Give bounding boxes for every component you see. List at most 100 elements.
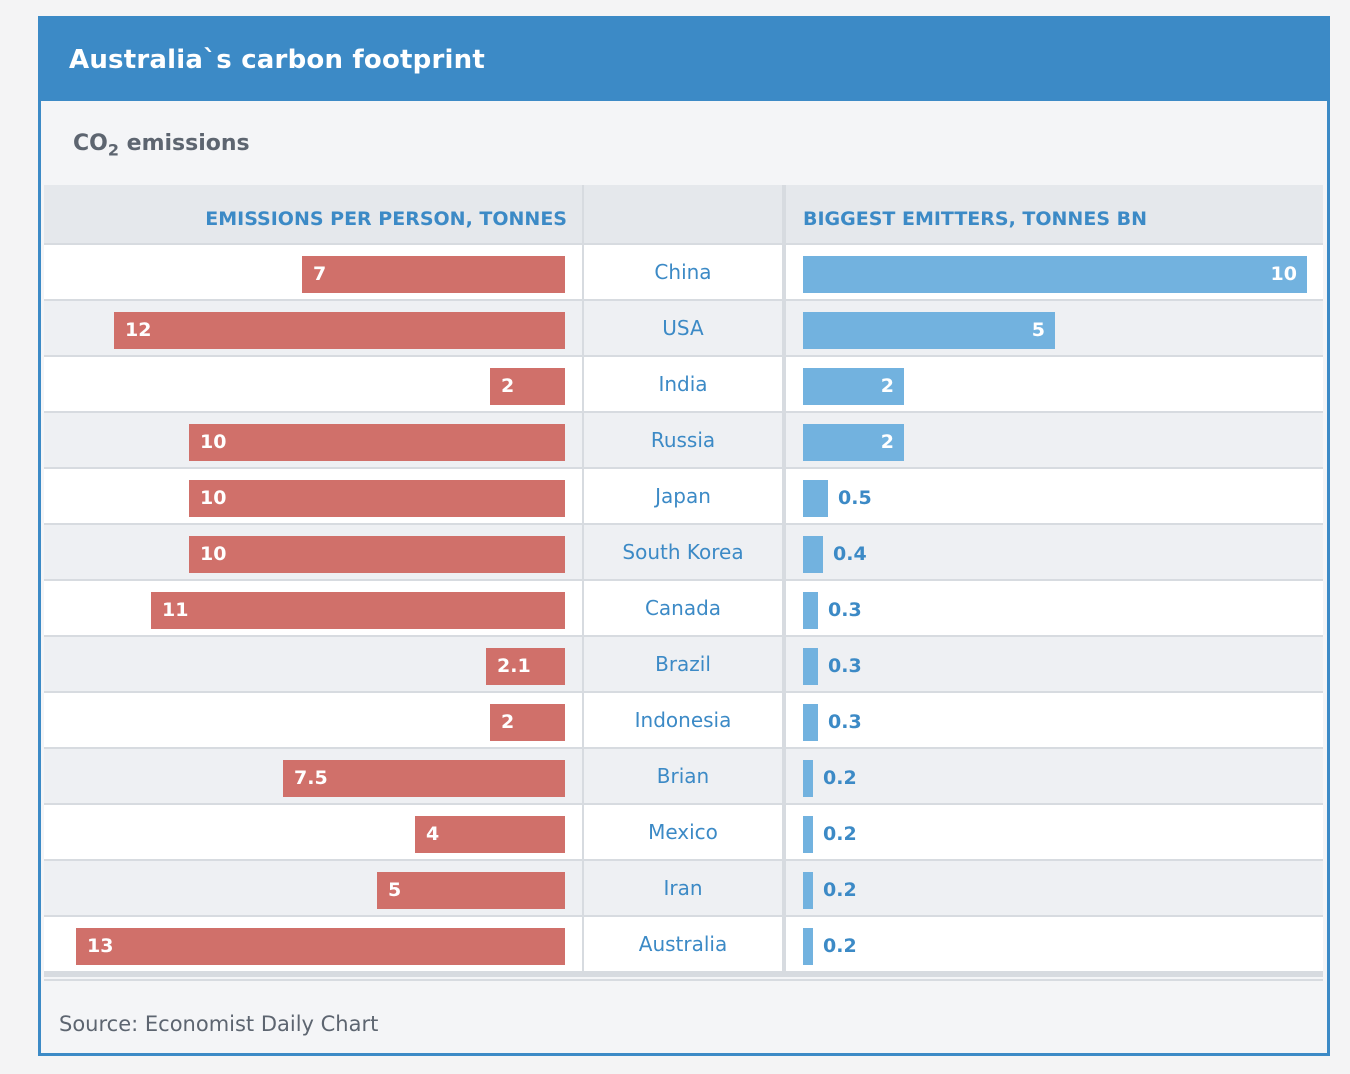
chart-subtitle: CO2 emissions (73, 131, 250, 159)
country-label: Mexico (648, 820, 718, 844)
emitters-cell: 0.2 (786, 805, 1323, 859)
chart-header: Australia`s carbon footprint (41, 19, 1327, 101)
per-person-bar (76, 928, 565, 965)
per-person-value-label: 12 (125, 319, 152, 341)
table-row: 2 India 2 (44, 357, 1323, 411)
emitters-value-label: 0.2 (823, 767, 857, 789)
emitters-value-label: 2 (880, 431, 894, 453)
per-person-cell: 11 (44, 581, 582, 635)
country-label: Indonesia (634, 708, 732, 732)
emitters-cell: 2 (786, 357, 1323, 411)
emitters-bar (803, 368, 904, 405)
per-person-cell: 12 (44, 301, 582, 355)
country-cell: Australia (584, 917, 782, 971)
per-person-value-label: 2.1 (497, 655, 531, 677)
emitters-cell: 5 (786, 301, 1323, 355)
per-person-cell: 13 (44, 917, 582, 971)
per-person-value-label: 10 (200, 543, 227, 565)
emitters-cell: 0.3 (786, 637, 1323, 691)
table-row: 10 Japan 0.5 (44, 469, 1323, 523)
table-row: 7.5 Brian 0.2 (44, 749, 1323, 803)
emitters-bar (803, 256, 1307, 293)
per-person-bar (283, 760, 565, 797)
emitters-value-label: 0.3 (828, 711, 862, 733)
per-person-cell: 5 (44, 861, 582, 915)
emitters-value-label: 0.2 (823, 823, 857, 845)
per-person-cell: 2 (44, 693, 582, 747)
emitters-bar (803, 536, 823, 573)
emitters-value-label: 0.3 (828, 599, 862, 621)
source-note: Source: Economist Daily Chart (59, 1012, 379, 1036)
table-row: 4 Mexico 0.2 (44, 805, 1323, 859)
per-person-value-label: 2 (501, 711, 515, 733)
per-person-bar (490, 368, 565, 405)
emitters-value-label: 0.2 (823, 879, 857, 901)
per-person-cell: 10 (44, 469, 582, 523)
subtitle-suffix: emissions (119, 131, 250, 156)
chart-card: Australia`s carbon footprint CO2 emissio… (38, 16, 1330, 1056)
subtitle-prefix: CO (73, 131, 108, 156)
per-person-bar (377, 872, 565, 909)
per-person-bar (189, 536, 565, 573)
per-person-cell: 2.1 (44, 637, 582, 691)
emitters-cell: 0.2 (786, 749, 1323, 803)
chart-title: Australia`s carbon footprint (69, 45, 485, 75)
emitters-value-label: 0.3 (828, 655, 862, 677)
emitters-bar (803, 312, 1055, 349)
per-person-bar (490, 704, 565, 741)
emitters-bar (803, 760, 813, 797)
emitters-cell: 0.2 (786, 917, 1323, 971)
per-person-bar (486, 648, 565, 685)
emitters-cell: 10 (786, 245, 1323, 299)
subtitle-subscript: 2 (107, 140, 119, 160)
emitters-cell: 0.5 (786, 469, 1323, 523)
per-person-cell: 10 (44, 525, 582, 579)
per-person-bar (189, 424, 565, 461)
table-row: 10 South Korea 0.4 (44, 525, 1323, 579)
country-label: Japan (655, 484, 711, 508)
header-per-person: EMISSIONS PER PERSON, TONNES (205, 208, 567, 230)
country-cell: Canada (584, 581, 782, 635)
per-person-value-label: 7 (313, 263, 327, 285)
country-label: China (654, 260, 712, 284)
per-person-bar (151, 592, 565, 629)
table-row: 2 Indonesia 0.3 (44, 693, 1323, 747)
per-person-value-label: 13 (87, 935, 114, 957)
country-cell: South Korea (584, 525, 782, 579)
country-cell: Indonesia (584, 693, 782, 747)
emitters-bar (803, 592, 818, 629)
per-person-bar (189, 480, 565, 517)
country-cell: Brian (584, 749, 782, 803)
country-cell: Brazil (584, 637, 782, 691)
header-left-cell: EMISSIONS PER PERSON, TONNES (44, 185, 582, 243)
emitters-value-label: 10 (1270, 263, 1297, 285)
country-label: Brian (656, 764, 710, 788)
country-label: Iran (663, 876, 703, 900)
country-label: Australia (638, 932, 728, 956)
country-label: South Korea (622, 540, 744, 564)
table-row: 12 USA 5 (44, 301, 1323, 355)
emitters-cell: 0.3 (786, 581, 1323, 635)
country-cell: China (584, 245, 782, 299)
per-person-value-label: 4 (426, 823, 440, 845)
table-row: 7 China 10 (44, 245, 1323, 299)
emitters-value-label: 0.5 (838, 487, 872, 509)
emitters-cell: 0.2 (786, 861, 1323, 915)
header-right-cell: BIGGEST EMITTERS, TONNES BN (786, 185, 1323, 243)
emitters-bar (803, 648, 818, 685)
country-cell: Japan (584, 469, 782, 523)
per-person-cell: 7.5 (44, 749, 582, 803)
per-person-cell: 10 (44, 413, 582, 467)
country-cell: Iran (584, 861, 782, 915)
emitters-bar (803, 424, 904, 461)
country-label: Russia (650, 428, 716, 452)
table-row: 5 Iran 0.2 (44, 861, 1323, 915)
per-person-value-label: 2 (501, 375, 515, 397)
per-person-value-label: 10 (200, 431, 227, 453)
emitters-bar (803, 872, 813, 909)
table-row: 13 Australia 0.2 (44, 917, 1323, 971)
data-table: EMISSIONS PER PERSON, TONNES BIGGEST EMI… (44, 185, 1323, 977)
table-row: 10 Russia 2 (44, 413, 1323, 467)
emitters-value-label: 2 (880, 375, 894, 397)
table-row: 11 Canada 0.3 (44, 581, 1323, 635)
